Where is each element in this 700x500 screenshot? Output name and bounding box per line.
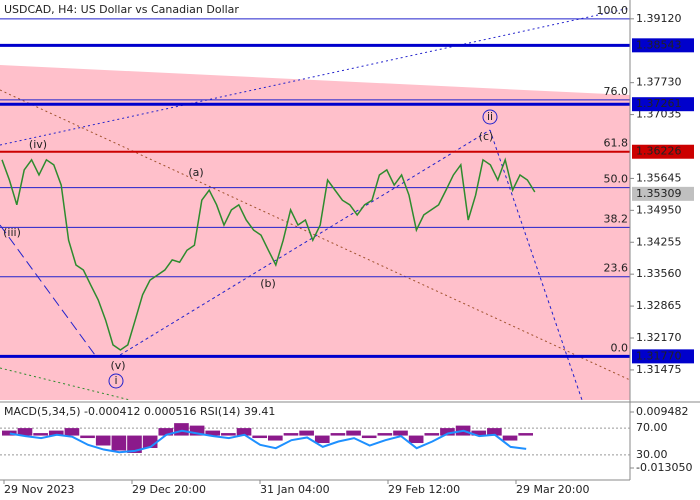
x-tick-label: 29 Mar 20:00 [516,483,589,496]
rsi-tick-label: 30.00 [636,448,668,461]
macd-bar [17,428,33,436]
macd-bar [221,433,236,436]
pink-zone [0,65,630,400]
x-tick-label: 31 Jan 04:00 [260,483,330,496]
fib-label: 38.2 [604,212,629,225]
macd-bar [80,435,95,439]
macd-bar [377,433,393,436]
price-line [1,157,536,351]
wave-circle [108,373,124,389]
wave-label: (c) [479,130,494,143]
fib-label: 100.0 [597,4,629,17]
macd-bar [346,430,361,436]
macd-bar [314,435,330,444]
fib-label: 50.0 [604,173,629,186]
macd-bar [408,435,424,444]
macd-bar [95,435,111,446]
fib-label: 61.8 [604,137,629,150]
macd-bar [361,435,377,439]
macd-bar [127,435,142,453]
level-label: 1.35309 [636,187,682,200]
macd-bar [424,433,440,436]
y-tick-label: 1.34255 [636,235,682,248]
level-label: 1.37261 [636,97,682,110]
level-label: 1.31770 [636,349,682,362]
y-tick-label: 1.34950 [636,203,682,216]
chart-title: USDCAD, H4: US Dollar vs Canadian Dollar [4,3,239,16]
level-box [632,97,694,112]
macd-bar [174,423,189,436]
macd-bar [189,425,205,436]
level-box [632,186,694,201]
macd-bar [330,433,346,436]
level-box [632,38,694,53]
y-tick-label: 1.32170 [636,331,682,344]
y-tick-label: 1.39120 [636,12,682,25]
trend-line [0,367,131,401]
fib-label: 76.0 [604,85,629,98]
fib-label: 23.6 [604,262,629,275]
y-tick-label: 1.37730 [636,76,682,89]
x-tick-label: 29 Feb 12:00 [388,483,460,496]
wave-label: (b) [260,277,276,290]
macd-bar [471,430,487,436]
macd-bar [158,428,174,436]
macd-bar [48,430,64,436]
macd-bar [299,430,314,436]
macd-bar [502,435,518,441]
indicator-tick-label: 0.009482 [636,405,689,418]
rsi-line [9,429,527,454]
macd-bar [440,428,455,436]
wave-label: (iv) [29,138,47,151]
y-tick-label: 1.33560 [636,267,682,280]
macd-bar [236,428,252,436]
level-box [632,349,694,364]
macd-bar [205,430,221,436]
x-tick-label: 29 Nov 2023 [4,483,74,496]
macd-bar [33,433,48,436]
wave-label: (a) [188,166,203,179]
wave-label: ii [487,110,493,123]
indicator-label: MACD(5,34,5) -0.000412 0.000516 RSI(14) … [4,405,275,418]
level-label: 1.38543 [636,38,682,51]
fib-label: 0.0 [611,341,629,354]
plot-area [0,18,630,358]
macd-bar [283,433,299,436]
macd-bar [64,428,80,436]
wave-line [119,129,491,356]
level-label: 1.36226 [636,145,682,158]
macd-bar [252,435,267,439]
wave-label: (v) [110,359,125,372]
macd-bar [2,430,17,436]
level-box [632,144,694,159]
x-tick-label: 29 Dec 20:00 [132,483,206,496]
macd-bar [268,435,283,441]
rsi-tick-label: 70.00 [636,421,668,434]
y-tick-label: 1.35645 [636,171,682,184]
macd-bar [111,435,127,451]
macd-bar [487,428,502,436]
indicator-tick-label: -0.013050 [636,461,692,474]
wave-circle [482,109,498,125]
wave-label: i [114,374,117,387]
macd-bar [393,430,408,436]
y-tick-label: 1.31475 [636,363,682,376]
wave-label: (iii) [3,226,21,239]
macd-bar [518,433,533,436]
wave-line [0,224,96,356]
y-tick-label: 1.32865 [636,299,682,312]
